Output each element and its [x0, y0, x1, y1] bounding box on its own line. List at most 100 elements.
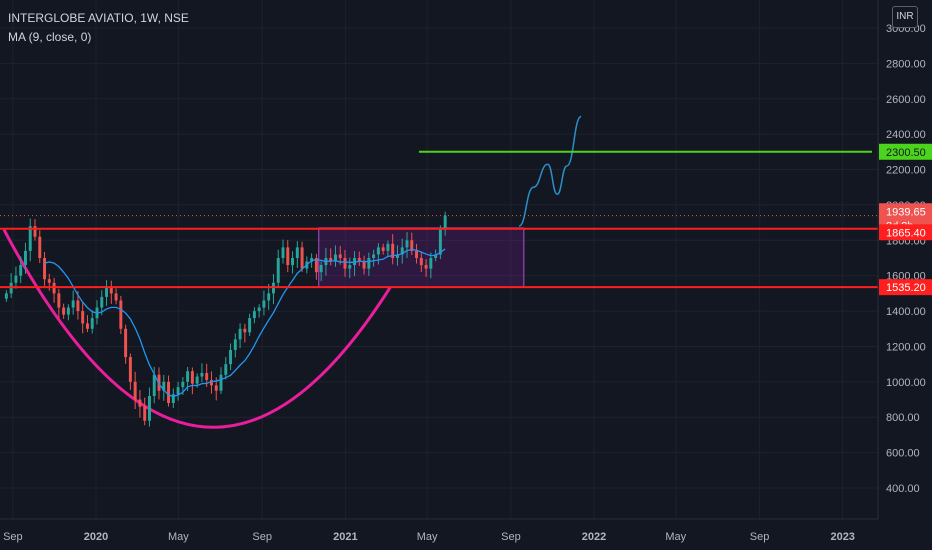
- price-axis[interactable]: 400.00 600.00 800.00 1000.00 1200.00 1400.00 1…: [877, 0, 932, 550]
- candle-body-down[interactable]: [62, 307, 66, 315]
- candle-body-down[interactable]: [314, 258, 318, 273]
- candle-body-up[interactable]: [71, 300, 75, 308]
- candle-body-up[interactable]: [291, 258, 295, 266]
- candle-body-up[interactable]: [434, 254, 438, 258]
- current-price-label[interactable]: 1939.65: [886, 206, 926, 218]
- candle-body-down[interactable]: [190, 371, 194, 384]
- candle-body-up[interactable]: [19, 265, 23, 276]
- candle-body-down[interactable]: [109, 286, 113, 294]
- candle-body-up[interactable]: [319, 265, 323, 273]
- candle-body-up[interactable]: [257, 307, 261, 312]
- candle-body-up[interactable]: [386, 243, 390, 251]
- candle-body-up[interactable]: [229, 350, 233, 365]
- candle-body-down[interactable]: [133, 381, 137, 400]
- candle-body-up[interactable]: [219, 374, 223, 391]
- candle-body-down[interactable]: [85, 323, 89, 329]
- candle-body-down[interactable]: [214, 385, 218, 391]
- candle-body-up[interactable]: [333, 254, 337, 262]
- candle-body-up[interactable]: [200, 373, 204, 377]
- candle-body-up[interactable]: [438, 229, 442, 255]
- candle-body-down[interactable]: [33, 226, 37, 237]
- candle-body-up[interactable]: [171, 394, 175, 404]
- candle-body-up[interactable]: [276, 258, 280, 283]
- candle-body-up[interactable]: [281, 247, 285, 258]
- candle-body-up[interactable]: [23, 250, 27, 266]
- candle-body-up[interactable]: [400, 247, 404, 255]
- candle-body-down[interactable]: [167, 381, 171, 404]
- candle-body-down[interactable]: [38, 236, 42, 258]
- candle-body-down[interactable]: [343, 258, 347, 269]
- candle-body-down[interactable]: [138, 399, 142, 407]
- candle-body-up[interactable]: [395, 254, 399, 258]
- price-tick-label: 2400.00: [886, 129, 926, 141]
- candle-body-up[interactable]: [262, 300, 266, 308]
- candle-body-down[interactable]: [209, 380, 213, 386]
- candle-body-up[interactable]: [152, 374, 156, 396]
- candle-body-down[interactable]: [124, 328, 128, 358]
- candle-body-down[interactable]: [57, 293, 61, 308]
- candle-body-down[interactable]: [119, 300, 123, 329]
- candle-body-down[interactable]: [128, 357, 132, 382]
- ma-indicator-label[interactable]: MA (9, close, 0): [8, 30, 92, 44]
- candle-body-up[interactable]: [28, 226, 32, 251]
- candle-body-down[interactable]: [143, 406, 147, 421]
- candle-body-up[interactable]: [186, 371, 190, 382]
- candle-body-down[interactable]: [329, 258, 333, 262]
- candle-body-up[interactable]: [238, 328, 242, 340]
- candle-body-up[interactable]: [4, 293, 8, 299]
- support-level-label[interactable]: 1535.20: [886, 282, 926, 294]
- time-axis[interactable]: Sep 2020 May Sep 2021 May Sep 2022 May Sep 2023: [0, 518, 932, 550]
- candle-body-up[interactable]: [66, 307, 70, 315]
- candle-body-down[interactable]: [300, 247, 304, 269]
- candle-body-down[interactable]: [76, 300, 80, 312]
- candle-body-up[interactable]: [176, 387, 180, 395]
- candle-body-up[interactable]: [295, 247, 299, 258]
- candle-body-down[interactable]: [410, 240, 414, 251]
- candle-body-up[interactable]: [348, 265, 352, 269]
- candle-body-up[interactable]: [353, 258, 357, 266]
- candle-body-down[interactable]: [114, 293, 118, 301]
- candle-body-up[interactable]: [443, 215, 447, 230]
- candle-body-down[interactable]: [381, 247, 385, 251]
- candle-body-down[interactable]: [391, 243, 395, 258]
- resistance-level-label[interactable]: 1865.40: [886, 227, 926, 239]
- candle-body-up[interactable]: [162, 381, 166, 391]
- candle-body-up[interactable]: [372, 254, 376, 258]
- candle-body-down[interactable]: [357, 258, 361, 262]
- candle-body-up[interactable]: [267, 293, 271, 301]
- candle-body-up[interactable]: [195, 376, 199, 384]
- candle-layer[interactable]: [4, 211, 447, 427]
- currency-badge[interactable]: INR: [892, 6, 918, 28]
- candle-body-down[interactable]: [47, 279, 51, 283]
- candle-body-down[interactable]: [205, 373, 209, 381]
- candle-body-up[interactable]: [248, 318, 252, 333]
- candle-body-down[interactable]: [424, 265, 428, 269]
- candle-body-up[interactable]: [14, 275, 18, 283]
- candle-body-up[interactable]: [224, 364, 228, 375]
- candle-body-down[interactable]: [362, 261, 366, 269]
- candle-body-up[interactable]: [100, 296, 104, 308]
- target-level-label[interactable]: 2300.50: [886, 147, 926, 159]
- symbol-title[interactable]: INTERGLOBE AVIATIO, 1W, NSE: [8, 11, 189, 25]
- candle-body-down[interactable]: [243, 328, 247, 333]
- price-tick-label: 800.00: [886, 412, 920, 424]
- candle-body-up[interactable]: [90, 318, 94, 329]
- candle-body-up[interactable]: [181, 381, 185, 388]
- candle-body-down[interactable]: [43, 258, 47, 280]
- candle-body-down[interactable]: [419, 258, 423, 266]
- candle-body-up[interactable]: [376, 247, 380, 255]
- candle-body-down[interactable]: [286, 247, 290, 266]
- candle-body-down[interactable]: [338, 254, 342, 258]
- candle-body-up[interactable]: [429, 258, 433, 269]
- candle-body-up[interactable]: [233, 339, 237, 350]
- candle-body-up[interactable]: [310, 258, 314, 262]
- candle-body-down[interactable]: [415, 250, 419, 258]
- price-tick-label: 600.00: [886, 448, 920, 460]
- candle-body-up[interactable]: [147, 396, 151, 421]
- candle-body-up[interactable]: [405, 240, 409, 248]
- candle-body-up[interactable]: [252, 311, 256, 319]
- candle-body-down[interactable]: [81, 311, 85, 324]
- candle-body-up[interactable]: [105, 286, 109, 297]
- candle-body-up[interactable]: [367, 258, 371, 269]
